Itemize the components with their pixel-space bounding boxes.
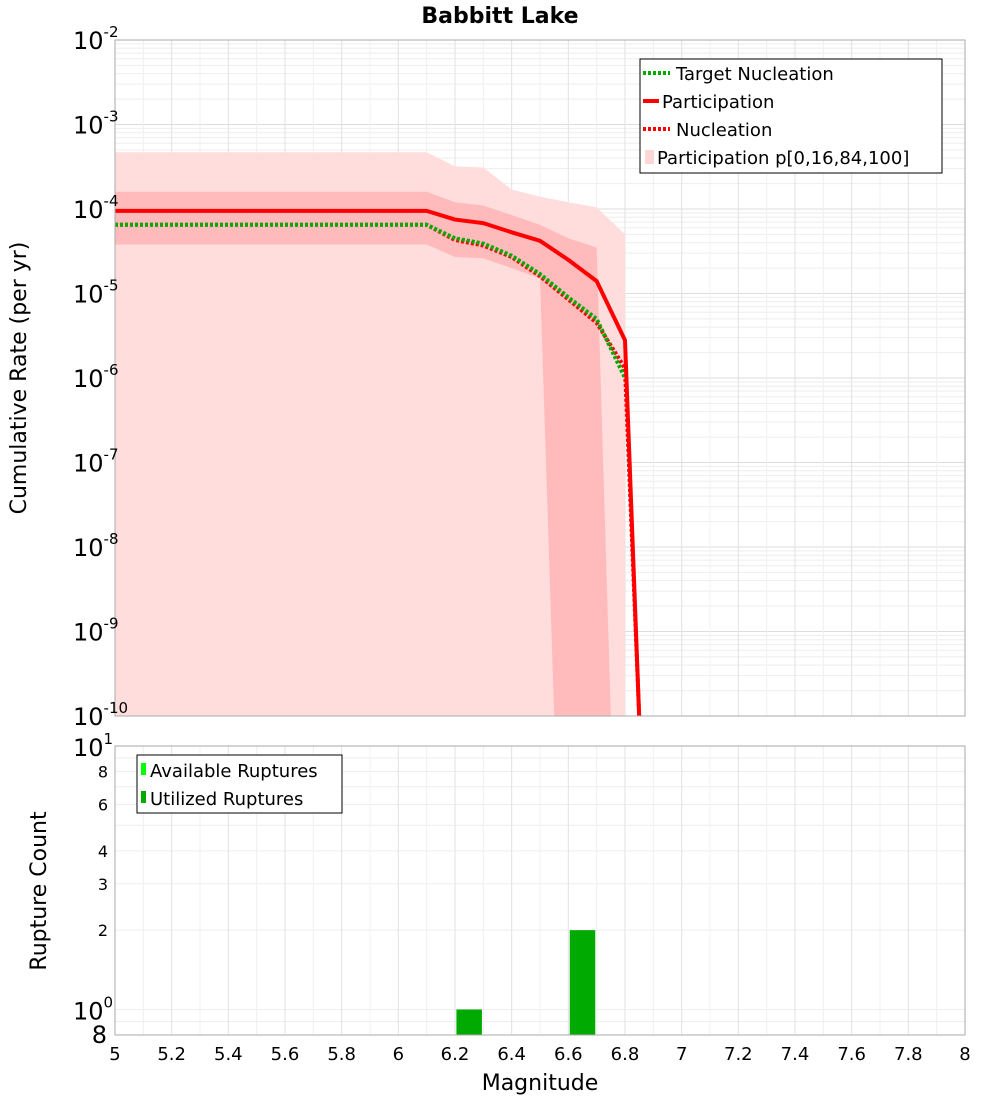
x-tick-label: 7.4: [781, 1044, 810, 1065]
x-tick-label: 6.2: [441, 1044, 470, 1065]
x-tick-label: 7.2: [724, 1044, 753, 1065]
bottom-plot-frame: [114, 745, 966, 1036]
y-tick-label: 10-2: [73, 23, 119, 55]
y-tick-label: 10-5: [73, 277, 119, 309]
bottom-y-tick-label: 6: [98, 795, 108, 814]
bottom-y-tick-exponent: 0: [104, 993, 114, 1011]
y-tick-label: 10-8: [73, 530, 119, 562]
legend-label-participation: Participation: [662, 92, 774, 113]
bottom-y-tick-exponent: 1: [104, 730, 114, 748]
x-ticks: 5 5.2 5.4 5.6 5.8 6 6.2 6.4 6.6 6.8 7 7.2 7.4 7.6 7.8 8: [109, 1044, 970, 1065]
y-tick-label: 10-4: [73, 192, 119, 224]
x-axis-title: Magnitude: [482, 1071, 599, 1096]
y-tick-label: 10-3: [73, 108, 119, 140]
bottom-y-tick-base: 10: [73, 997, 104, 1025]
legend-swatch-utilized-ruptures: [141, 791, 146, 803]
legend-label-nucleation: Nucleation: [676, 120, 772, 141]
series-line-participation: [115, 208, 642, 717]
bottom-y-tick-label: 4: [98, 842, 108, 861]
bottom-y-tick-base: 10: [73, 734, 104, 762]
legend-swatch-available-ruptures: [141, 763, 146, 775]
y-tick-base: 10: [73, 281, 104, 309]
y-tick-exponent: -9: [104, 615, 119, 633]
x-tick-label: 6.4: [497, 1044, 526, 1065]
top-legend-box: [639, 58, 943, 174]
x-tick-label: 6.6: [554, 1044, 583, 1065]
y-tick-label: 10-9: [73, 615, 119, 647]
top-legend: Target Nucleation Participation Nucleati…: [639, 58, 943, 174]
bottom-y-tick-label: 100: [73, 993, 113, 1025]
bottom-y-tick-label: 8: [92, 1021, 107, 1049]
y-tick-exponent: -8: [104, 530, 119, 548]
y-tick-base: 10: [73, 27, 104, 55]
y-tick-base: 10: [73, 112, 104, 140]
bottom-bars: [456, 930, 596, 1035]
legend-label-available-ruptures: Available Ruptures: [150, 761, 318, 782]
x-tick-label: 5.4: [214, 1044, 243, 1065]
x-tick-label: 5.2: [157, 1044, 186, 1065]
bottom-legend-box: [136, 754, 343, 814]
top-plot-frame: [114, 39, 966, 717]
y-tick-exponent: -5: [104, 277, 119, 295]
rupture-count-bar-0: [456, 1009, 482, 1035]
y-tick-exponent: -6: [104, 361, 119, 379]
chart-title: Babbitt Lake: [421, 4, 578, 29]
y-tick-label: 10-6: [73, 361, 119, 393]
y-tick-base: 10: [73, 534, 104, 562]
rupture-count-bar-1: [569, 930, 596, 1035]
x-tick-label: 5.8: [327, 1044, 356, 1065]
participation-band-p16-p84: [115, 191, 611, 717]
bottom-legend: Available Ruptures Utilized Ruptures: [136, 754, 343, 814]
bottom-y-tick-label: 3: [98, 875, 108, 894]
series-line-target-nucleation: [115, 222, 627, 379]
top-y-axis-title: Cumulative Rate (per yr): [7, 242, 32, 515]
x-tick-label: 6.8: [611, 1044, 640, 1065]
y-tick-base: 10: [73, 450, 104, 478]
top-bands: [115, 152, 625, 717]
y-tick-exponent: -2: [104, 23, 119, 41]
x-tick-label: 8: [959, 1044, 970, 1065]
x-tick-label: 6: [393, 1044, 404, 1065]
legend-swatch-participation-band: [645, 150, 654, 164]
y-tick-exponent: -4: [104, 192, 119, 210]
legend-label-participation-band: Participation p[0,16,84,100]: [657, 148, 909, 169]
bottom-y-tick-label: 2: [98, 921, 108, 940]
bottom-y-axis-title: Rupture Count: [27, 811, 52, 971]
y-tick-base: 10: [73, 619, 104, 647]
y-tick-base: 10: [73, 703, 104, 731]
x-tick-label: 5.6: [271, 1044, 300, 1065]
y-tick-label: 10-7: [73, 446, 119, 478]
y-tick-label: 10-10: [73, 699, 128, 731]
x-tick-label: 7: [676, 1044, 687, 1065]
bottom-y-tick-label: 8: [98, 763, 108, 782]
x-tick-label: 5: [109, 1044, 120, 1065]
y-tick-exponent: -7: [104, 446, 119, 464]
top-series: [115, 208, 642, 717]
x-tick-label: 7.6: [837, 1044, 866, 1065]
y-tick-base: 10: [73, 365, 104, 393]
bottom-y-tick-label: 101: [73, 730, 113, 762]
legend-label-target-nucleation: Target Nucleation: [675, 64, 834, 85]
participation-band-p0-p100: [115, 152, 625, 716]
y-tick-exponent: -10: [104, 699, 129, 717]
y-tick-base: 10: [73, 196, 104, 224]
x-tick-label: 7.8: [894, 1044, 923, 1065]
y-tick-exponent: -3: [104, 108, 119, 126]
legend-label-utilized-ruptures: Utilized Ruptures: [150, 789, 303, 810]
